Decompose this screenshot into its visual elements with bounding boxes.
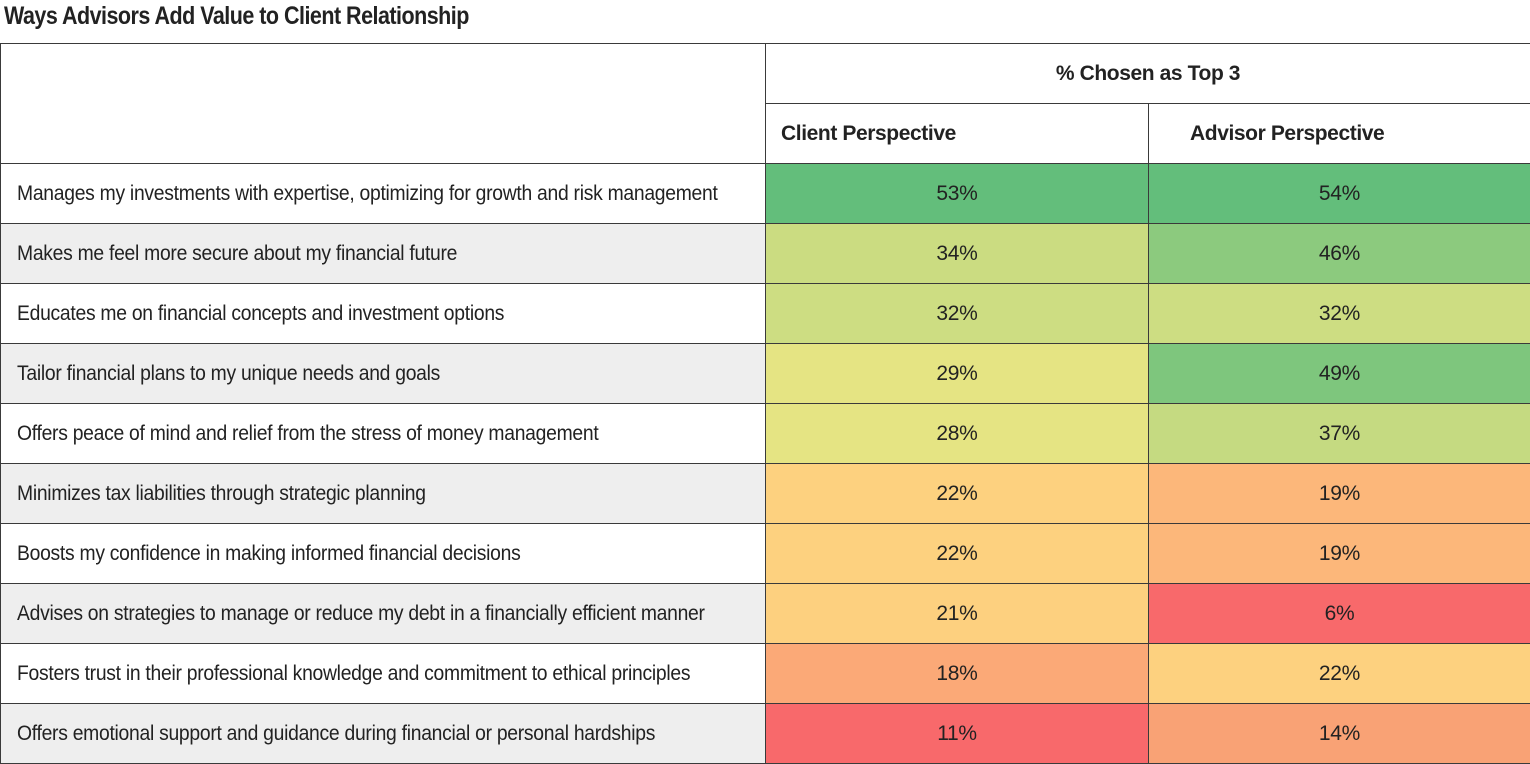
row-label-text: Advises on strategies to manage or reduc… (17, 601, 705, 625)
value-table: % Chosen as Top 3 Client Perspective Adv… (0, 43, 1530, 764)
table-row: Offers emotional support and guidance du… (0, 703, 1530, 764)
row-label-text: Boosts my confidence in making informed … (17, 541, 521, 565)
table-row: Offers peace of mind and relief from the… (0, 403, 1530, 464)
table-row: Educates me on financial concepts and in… (0, 283, 1530, 344)
row-label-text: Manages my investments with expertise, o… (17, 181, 718, 205)
value-cell-client: 28% (765, 403, 1149, 464)
table-body: Manages my investments with expertise, o… (0, 163, 1530, 764)
table-row: Boosts my confidence in making informed … (0, 523, 1530, 584)
value-cell-client: 18% (765, 643, 1149, 704)
value-cell-client: 21% (765, 583, 1149, 644)
row-label-text: Minimizes tax liabilities through strate… (17, 481, 426, 505)
table-row: Makes me feel more secure about my finan… (0, 223, 1530, 284)
column-header-advisor: Advisor Perspective (1148, 103, 1530, 164)
table-row: Fosters trust in their professional know… (0, 643, 1530, 704)
row-label-text: Educates me on financial concepts and in… (17, 301, 505, 325)
chart-title: Ways Advisors Add Value to Client Relati… (4, 2, 469, 30)
row-label: Makes me feel more secure about my finan… (0, 223, 766, 284)
row-label: Tailor financial plans to my unique need… (0, 343, 766, 404)
value-cell-advisor: 49% (1148, 343, 1530, 404)
value-cell-client: 34% (765, 223, 1149, 284)
row-label-text: Tailor financial plans to my unique need… (17, 361, 441, 385)
row-label-text: Makes me feel more secure about my finan… (17, 241, 458, 265)
row-label-text: Offers peace of mind and relief from the… (17, 421, 599, 445)
row-label: Minimizes tax liabilities through strate… (0, 463, 766, 524)
value-cell-client: 22% (765, 523, 1149, 584)
value-cell-advisor: 32% (1148, 283, 1530, 344)
value-cell-advisor: 19% (1148, 523, 1530, 584)
row-label: Offers peace of mind and relief from the… (0, 403, 766, 464)
value-cell-client: 32% (765, 283, 1149, 344)
value-cell-advisor: 19% (1148, 463, 1530, 524)
row-label: Advises on strategies to manage or reduc… (0, 583, 766, 644)
row-label: Fosters trust in their professional know… (0, 643, 766, 704)
corner-header-cell (0, 43, 766, 164)
value-cell-client: 53% (765, 163, 1149, 224)
table-row: Tailor financial plans to my unique need… (0, 343, 1530, 404)
value-cell-client: 29% (765, 343, 1149, 404)
value-cell-advisor: 6% (1148, 583, 1530, 644)
table-row: Minimizes tax liabilities through strate… (0, 463, 1530, 524)
value-cell-advisor: 22% (1148, 643, 1530, 704)
value-cell-advisor: 54% (1148, 163, 1530, 224)
row-label: Boosts my confidence in making informed … (0, 523, 766, 584)
value-cell-advisor: 46% (1148, 223, 1530, 284)
value-cell-client: 11% (765, 703, 1149, 764)
group-header: % Chosen as Top 3 (765, 43, 1530, 104)
column-header-client: Client Perspective (765, 103, 1149, 164)
table-row: Manages my investments with expertise, o… (0, 163, 1530, 224)
row-label: Educates me on financial concepts and in… (0, 283, 766, 344)
value-cell-client: 22% (765, 463, 1149, 524)
value-cell-advisor: 37% (1148, 403, 1530, 464)
row-label: Offers emotional support and guidance du… (0, 703, 766, 764)
row-label: Manages my investments with expertise, o… (0, 163, 766, 224)
row-label-text: Offers emotional support and guidance du… (17, 721, 656, 745)
row-label-text: Fosters trust in their professional know… (17, 661, 691, 685)
table-row: Advises on strategies to manage or reduc… (0, 583, 1530, 644)
value-cell-advisor: 14% (1148, 703, 1530, 764)
